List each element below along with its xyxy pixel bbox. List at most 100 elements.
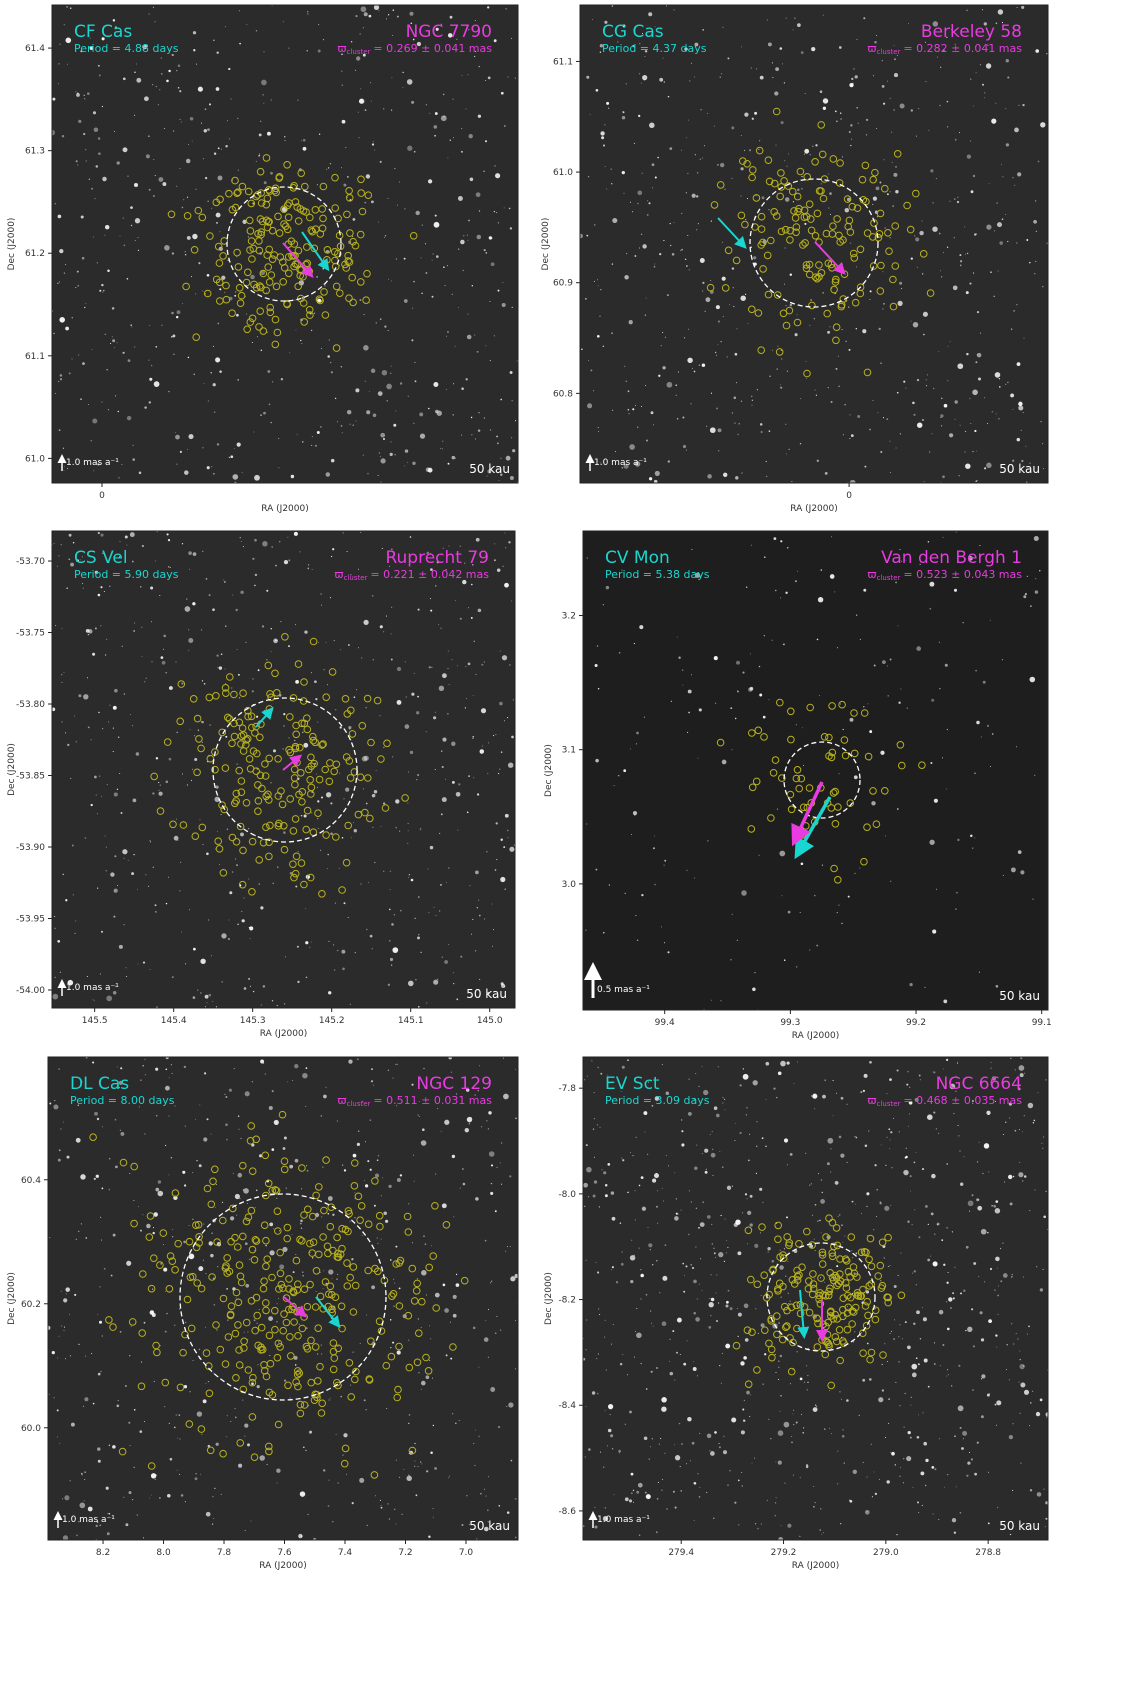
star (308, 1514, 309, 1515)
star (726, 1305, 729, 1308)
star (716, 1320, 718, 1322)
star (911, 321, 912, 322)
star (452, 781, 455, 784)
star (416, 1494, 418, 1496)
star (302, 441, 303, 442)
star (271, 628, 272, 629)
star (754, 972, 755, 973)
star (842, 1435, 845, 1438)
star (955, 139, 957, 141)
star (287, 309, 288, 310)
star (499, 480, 500, 481)
star (507, 837, 508, 838)
x-tick-label: 0 (99, 491, 105, 501)
star (923, 1317, 927, 1321)
star (84, 1479, 85, 1480)
star (1024, 1390, 1029, 1395)
star (126, 544, 127, 545)
star (355, 952, 356, 953)
star (971, 1194, 973, 1196)
star (408, 396, 409, 397)
star (932, 930, 936, 934)
star (399, 181, 400, 182)
star (471, 934, 472, 935)
star (495, 1210, 497, 1212)
star (890, 237, 891, 238)
star (253, 991, 255, 993)
star (74, 1294, 76, 1296)
star (838, 904, 839, 905)
star (751, 545, 752, 546)
star (977, 1206, 982, 1211)
star (1019, 1162, 1020, 1163)
star (723, 316, 724, 317)
star (397, 1351, 401, 1355)
star (408, 1203, 409, 1204)
star (417, 1278, 418, 1279)
y-tick-label: 60.0 (21, 1424, 41, 1434)
star (63, 448, 64, 449)
star (185, 254, 186, 255)
star (188, 629, 189, 630)
star (465, 707, 466, 708)
star (138, 237, 139, 238)
star (873, 197, 877, 201)
star (939, 1310, 944, 1315)
star (185, 1322, 186, 1323)
star (326, 792, 331, 797)
star (337, 1346, 338, 1347)
star (435, 112, 438, 115)
star (131, 872, 134, 875)
star (680, 1490, 682, 1492)
star (84, 1397, 88, 1401)
star (696, 229, 697, 230)
star (922, 1505, 923, 1506)
star (802, 727, 803, 728)
star (689, 1190, 690, 1191)
star (289, 352, 290, 353)
star (735, 718, 736, 719)
star (76, 1535, 78, 1537)
star (488, 1111, 491, 1114)
star (227, 829, 229, 831)
star (691, 63, 692, 64)
star (756, 1146, 757, 1147)
star (323, 1270, 324, 1271)
star (470, 178, 474, 182)
star (916, 646, 921, 651)
star (400, 910, 401, 911)
star (84, 1471, 85, 1472)
star (739, 423, 740, 424)
star (97, 813, 98, 814)
star (861, 1213, 862, 1214)
star (213, 1496, 214, 1497)
star (618, 775, 620, 777)
star (715, 1293, 716, 1294)
star (137, 889, 138, 890)
star (1005, 1122, 1006, 1123)
star (747, 1198, 748, 1199)
y-tick-label: -53.80 (16, 700, 45, 710)
star (850, 414, 851, 415)
star (395, 799, 399, 803)
star (900, 1467, 901, 1468)
star (920, 1471, 924, 1475)
star (781, 1525, 782, 1526)
star (656, 1206, 658, 1208)
y-tick-label: 3.1 (562, 746, 576, 756)
star (663, 240, 664, 241)
star (139, 472, 142, 475)
star (1027, 576, 1028, 577)
star (367, 473, 368, 474)
star (250, 986, 251, 987)
star (277, 1005, 278, 1006)
star (865, 1510, 870, 1515)
star (787, 547, 789, 549)
star (844, 1235, 845, 1236)
star (839, 1214, 841, 1216)
star (397, 1178, 401, 1182)
star (82, 257, 85, 260)
star (85, 303, 86, 304)
star (894, 1319, 895, 1320)
star (240, 1198, 241, 1199)
